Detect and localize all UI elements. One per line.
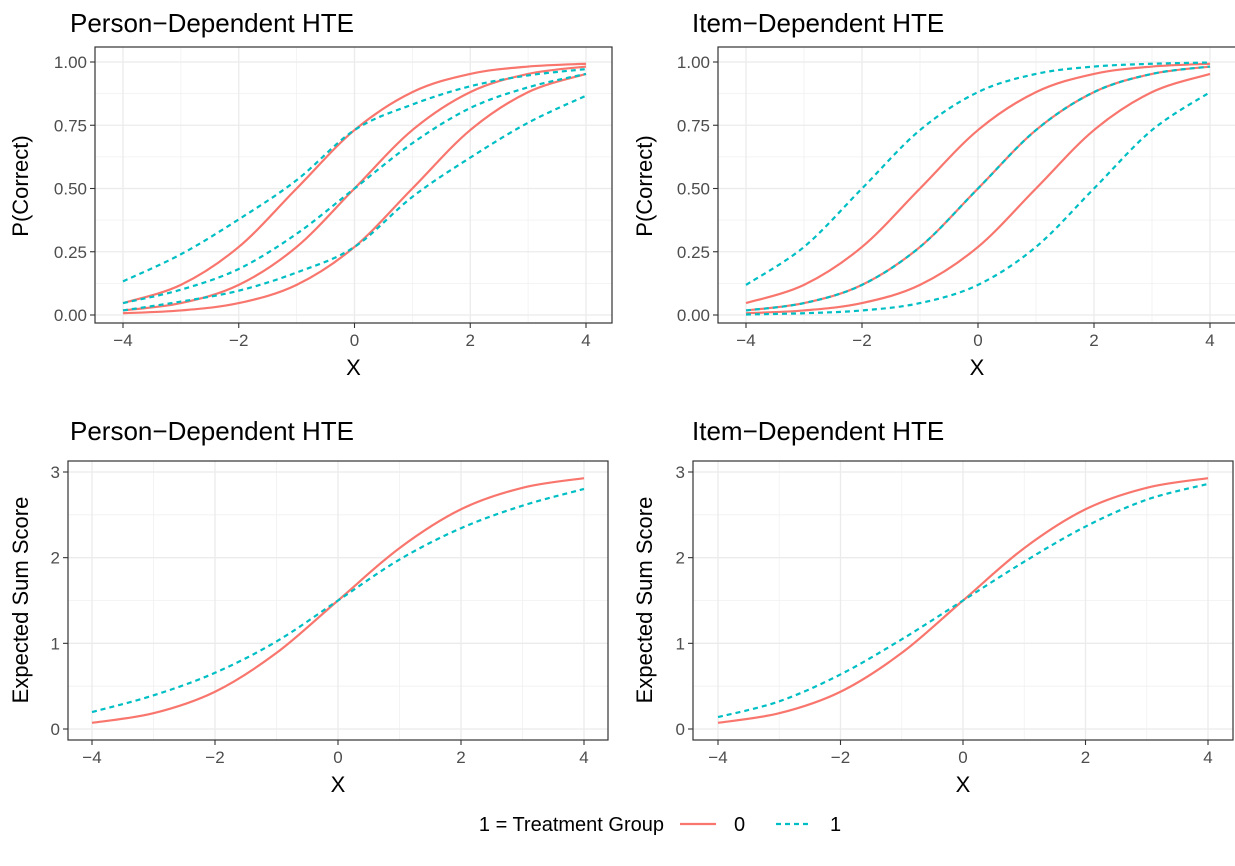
y-tick-label: 0.25 [54,243,87,262]
x-tick-label: −4 [736,331,755,350]
y-axis-label: P(Correct) [8,135,33,236]
series-line-treatment-6 [122,94,587,312]
series-line-treatment-2 [717,482,1209,719]
x-tick-label: 4 [579,748,588,767]
chart-title: Item−Dependent HTE [692,8,944,38]
x-tick-label: 4 [1205,331,1214,350]
series-line-control-3 [122,72,587,315]
x-tick-label: −2 [205,748,224,767]
x-tick-label: 2 [456,748,465,767]
x-tick-label: 2 [1089,331,1098,350]
x-tick-label: −4 [113,331,132,350]
x-tick-label: −2 [831,748,850,767]
y-axis-label: Expected Sum Score [8,497,33,704]
x-tick-label: 0 [333,748,342,767]
series-line-treatment-6 [745,91,1211,316]
plot-background [718,47,1235,323]
series-line-control-1 [745,62,1211,305]
x-tick-label: −2 [229,331,248,350]
legend-label-0: 0 [734,814,745,836]
y-tick-label: 1.00 [54,53,87,72]
x-tick-label: −2 [852,331,871,350]
legend-title: 1 = Treatment Group [479,814,664,836]
chart-title: Person−Dependent HTE [70,416,354,446]
y-axis-label: P(Correct) [632,135,657,236]
x-tick-label: 0 [958,748,967,767]
legend: 1 = Treatment Group 0 1 [479,814,841,836]
y-tick-label: 0.00 [54,306,87,325]
y-tick-label: 3 [676,463,685,482]
plot-border [94,46,613,324]
series-line-treatment-4 [122,67,587,283]
y-tick-label: 0 [676,720,685,739]
x-axis-label: X [970,355,985,380]
y-tick-label: 0 [51,720,60,739]
x-tick-label: −4 [708,748,727,767]
y-tick-label: 1.00 [677,53,710,72]
x-axis-label: X [331,772,346,797]
series-line-treatment-5 [745,65,1211,312]
y-axis-label: Expected Sum Score [632,497,657,704]
plot-border [717,46,1235,324]
y-tick-label: 0.75 [677,116,710,135]
x-axis-label: X [346,355,361,380]
chart-title: Person−Dependent HTE [70,8,354,38]
x-tick-label: −4 [82,748,101,767]
chart-panel-4: −4 −2 0 2 4 0 1 2 3 Item−Dependent HTE X Expected S… [632,416,1234,797]
y-tick-label: 2 [51,549,60,568]
chart-panel-1: −4 −2 0 2 4 0.00 0.25 0.50 0.75 1.00 Person−Depend… [8,8,613,380]
x-tick-label: 4 [1203,748,1212,767]
y-tick-label: 1 [51,634,60,653]
chart-title: Item−Dependent HTE [692,416,944,446]
y-tick-label: 3 [51,463,60,482]
legend-label-1: 1 [830,814,841,836]
x-tick-label: 0 [350,331,359,350]
y-tick-label: 2 [676,549,685,568]
x-axis-label: X [956,772,971,797]
chart-panel-3: −4 −2 0 2 4 0 1 2 3 Person−Dependent HTE X Expected… [8,416,609,797]
series-line-treatment-4 [745,61,1211,286]
x-tick-label: 0 [973,331,982,350]
x-tick-label: 2 [466,331,475,350]
chart-panel-2: −4 −2 0 2 4 0.00 0.25 0.50 0.75 1.00 Item−Dependen… [632,8,1235,380]
y-tick-label: 0.25 [677,243,710,262]
x-tick-label: 2 [1081,748,1090,767]
y-tick-label: 0.50 [677,180,710,199]
y-tick-label: 0.50 [54,180,87,199]
x-tick-label: 4 [581,331,590,350]
y-tick-label: 1 [676,634,685,653]
series-line-treatment-2 [91,487,585,714]
y-tick-label: 0.00 [677,306,710,325]
series-line-control-3 [745,72,1211,315]
series-line-treatment-5 [122,72,587,305]
y-tick-label: 0.75 [54,116,87,135]
